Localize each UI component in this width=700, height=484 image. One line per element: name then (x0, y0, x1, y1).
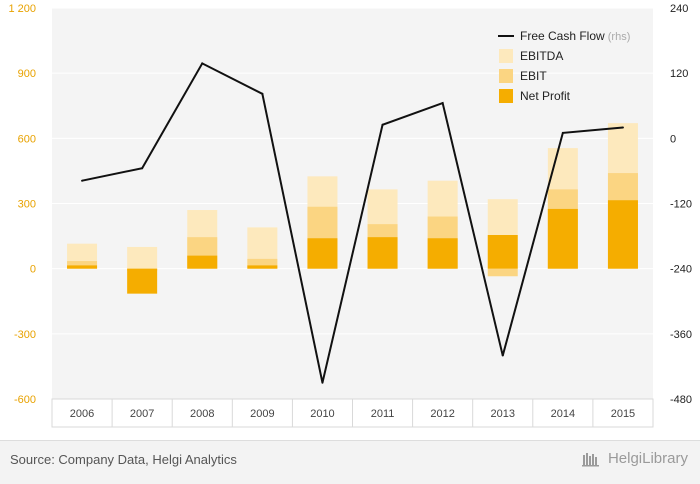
line-point-free-cash-flow (501, 354, 504, 357)
left-tick-label: 0 (30, 264, 36, 276)
legend: Free Cash Flow (rhs) EBITDA EBIT Net Profit (498, 29, 630, 103)
x-tick-label: 2015 (611, 408, 635, 420)
bar-ebit (487, 268, 518, 277)
library-icon (581, 452, 599, 466)
right-axis: 240 120 0 -120 -240 -360 -480 (670, 3, 692, 406)
x-tick-label: 2014 (551, 408, 575, 420)
legend-swatch (499, 89, 513, 103)
left-tick-label: -600 (14, 394, 36, 406)
brand-logo[interactable]: HelgiLibrary (581, 450, 688, 467)
legend-label: EBIT (520, 69, 547, 83)
line-point-free-cash-flow (561, 131, 564, 134)
legend-swatch (499, 69, 513, 83)
legend-label: Net Profit (520, 89, 571, 103)
x-tick-label: 2011 (371, 408, 395, 420)
line-point-free-cash-flow (261, 92, 264, 95)
right-tick-label: 120 (670, 68, 688, 80)
legend-suffix: (rhs) (605, 31, 631, 43)
brand-name: HelgiLibrary (607, 450, 688, 467)
line-free-cash-flow (81, 62, 624, 383)
bar-ebit (247, 258, 278, 269)
legend-label: Free Cash Flow (rhs) (520, 29, 630, 43)
left-tick-label: -300 (14, 329, 36, 341)
bar-net-profit (187, 255, 218, 269)
bar-ebit (67, 261, 98, 269)
x-tick-label: 2008 (190, 408, 214, 420)
bar-net-profit (487, 234, 518, 269)
bar-net-profit (427, 238, 458, 269)
left-tick-label: 600 (18, 133, 36, 145)
line-point-free-cash-flow (141, 167, 144, 170)
x-tick-label: 2009 (250, 408, 274, 420)
right-tick-label: -240 (670, 264, 692, 276)
right-tick-label: -480 (670, 394, 692, 406)
fcf-line (81, 62, 624, 384)
bar-ebitda (127, 246, 158, 269)
left-tick-label: 300 (18, 199, 36, 211)
line-point-free-cash-flow (321, 381, 324, 384)
left-tick-label: 900 (18, 68, 36, 80)
right-tick-label: 240 (670, 3, 688, 15)
bar-net-profit (67, 265, 98, 269)
legend-label: EBITDA (520, 49, 563, 63)
bar-net-profit (547, 208, 578, 269)
bar-net-profit (127, 268, 158, 294)
footer: Source: Company Data, Helgi Analytics He… (0, 440, 700, 484)
legend-swatch (499, 49, 513, 63)
right-tick-label: -120 (670, 199, 692, 211)
line-point-free-cash-flow (201, 62, 204, 65)
bar-net-profit (607, 200, 638, 269)
source-note: Source: Company Data, Helgi Analytics (10, 452, 237, 467)
line-point-free-cash-flow (81, 179, 84, 182)
x-tick-label: 2007 (130, 408, 154, 420)
right-tick-label: -360 (670, 329, 692, 341)
line-point-free-cash-flow (441, 102, 444, 105)
bar-net-profit (307, 238, 338, 269)
left-axis: 1 200 900 600 300 0 -300 -600 (8, 3, 36, 406)
x-tick-label: 2012 (430, 408, 454, 420)
x-axis: 2006 2007 2008 2009 2010 2011 2012 2013 2014 2015 (51, 398, 654, 428)
bar-net-profit (367, 237, 398, 269)
x-tick-label: 2006 (70, 408, 94, 420)
line-point-free-cash-flow (621, 126, 624, 129)
left-tick-label: 1 200 (8, 3, 36, 15)
bar-net-profit (247, 265, 278, 269)
x-tick-label: 2010 (310, 408, 334, 420)
right-tick-label: 0 (670, 133, 676, 145)
line-point-free-cash-flow (381, 123, 384, 126)
x-tick-label: 2013 (491, 408, 515, 420)
bars (67, 123, 638, 294)
